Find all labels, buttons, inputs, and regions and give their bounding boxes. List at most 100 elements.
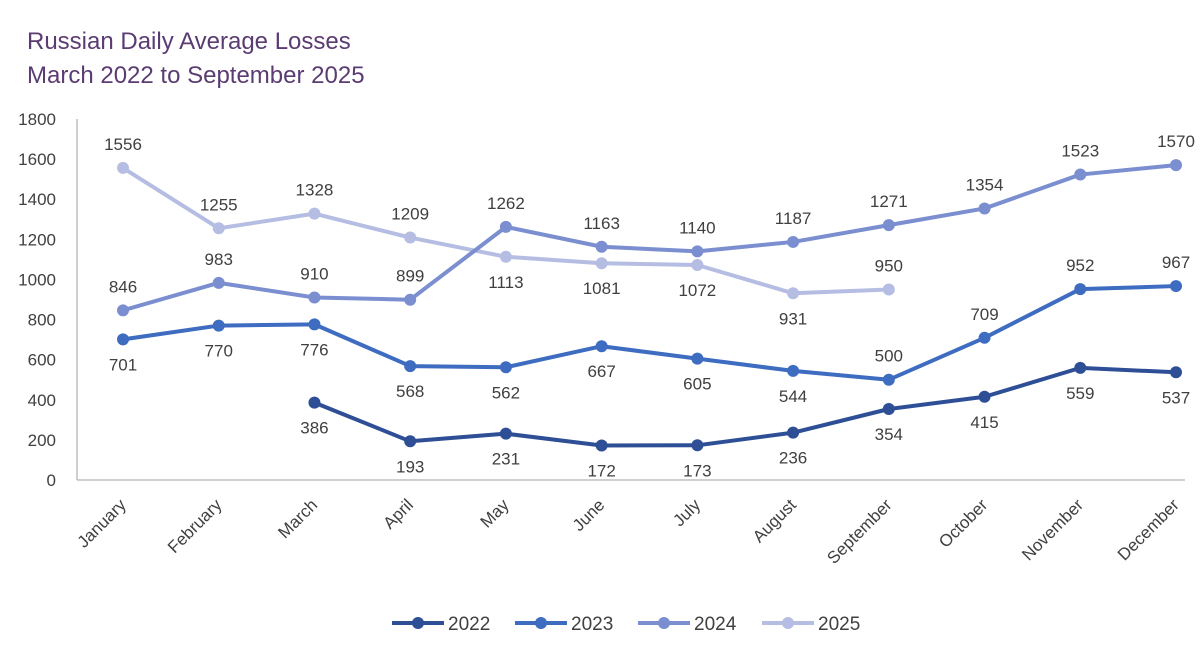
y-tick-label: 1000 <box>18 270 56 289</box>
data-point-2024 <box>404 293 417 306</box>
data-label-2025: 1072 <box>678 281 716 300</box>
data-point-2022 <box>787 426 800 439</box>
data-point-2025 <box>404 231 417 244</box>
data-label-2023: 667 <box>587 362 615 381</box>
chart-title: Russian Daily Average Losses <box>27 28 351 55</box>
data-label-2025: 1255 <box>200 195 238 214</box>
data-label-2024: 899 <box>396 267 424 286</box>
data-point-2024 <box>1170 159 1182 172</box>
data-point-2022 <box>404 435 417 448</box>
data-point-2024 <box>1074 168 1087 181</box>
data-label-2025: 1328 <box>296 181 334 200</box>
data-point-2023 <box>499 361 512 374</box>
data-label-2024: 983 <box>205 250 233 269</box>
data-label-2024: 1523 <box>1061 142 1099 161</box>
data-label-2023: 770 <box>205 342 233 361</box>
data-point-2023 <box>882 373 895 386</box>
data-point-2023 <box>212 319 225 332</box>
data-label-2022: 386 <box>300 419 328 438</box>
legend-label-2025: 2025 <box>818 614 860 635</box>
data-label-2022: 537 <box>1162 388 1190 407</box>
data-label-2023: 562 <box>492 383 520 402</box>
data-point-2023 <box>1170 280 1182 293</box>
x-tick-label: July <box>669 495 704 530</box>
data-label-2024: 1570 <box>1157 132 1195 151</box>
series-line-2023 <box>122 284 1177 382</box>
data-label-2022: 354 <box>875 425 903 444</box>
data-point-2022 <box>978 390 991 403</box>
y-tick-label: 800 <box>28 311 56 330</box>
data-label-2023: 967 <box>1162 253 1190 272</box>
x-tick-label: May <box>477 495 513 531</box>
data-point-2023 <box>595 340 608 353</box>
data-label-2023: 500 <box>875 347 903 366</box>
data-point-2024 <box>117 304 129 317</box>
y-tick-label: 1800 <box>18 110 56 129</box>
y-tick-label: 1600 <box>18 150 56 169</box>
legend-label-2022: 2022 <box>448 614 490 635</box>
x-tick-label: December <box>1114 495 1183 564</box>
legend-label-2024: 2024 <box>694 614 737 635</box>
data-point-2025 <box>212 222 225 235</box>
data-point-2025 <box>499 250 512 263</box>
data-label-2023: 701 <box>109 355 137 374</box>
x-tick-label: September <box>823 495 895 567</box>
data-label-2023: 709 <box>970 305 998 324</box>
data-point-2023 <box>117 333 129 346</box>
x-tick-label: June <box>569 495 609 535</box>
data-label-2022: 415 <box>970 413 998 432</box>
data-label-2024: 910 <box>300 264 328 283</box>
legend-marker-2023 <box>535 617 547 629</box>
data-label-2024: 1187 <box>775 209 812 228</box>
data-point-2022 <box>595 439 608 452</box>
data-point-2024 <box>595 240 608 253</box>
data-point-2023 <box>787 364 800 377</box>
series-line-2022 <box>313 365 1177 448</box>
data-label-2025: 1556 <box>104 135 142 154</box>
legend-marker-2025 <box>782 617 794 629</box>
chart-subtitle: March 2022 to September 2025 <box>27 62 365 89</box>
data-label-2023: 544 <box>779 387 807 406</box>
data-label-2023: 776 <box>300 340 328 359</box>
x-tick-label: October <box>935 495 991 551</box>
series-line-2024 <box>122 163 1177 313</box>
data-point-2025 <box>691 259 704 272</box>
data-point-2023 <box>978 331 991 344</box>
x-tick-label: January <box>74 495 131 552</box>
data-label-2023: 568 <box>396 382 424 401</box>
data-label-2024: 1140 <box>679 218 716 237</box>
data-point-2025 <box>787 287 800 300</box>
legend-marker-2024 <box>658 617 670 629</box>
legend-marker-2022 <box>412 617 424 629</box>
data-label-2022: 559 <box>1066 384 1094 403</box>
data-point-2025 <box>595 257 608 270</box>
data-point-2024 <box>978 202 991 215</box>
y-tick-label: 600 <box>28 351 56 370</box>
legend-label-2023: 2023 <box>571 614 613 635</box>
data-label-2024: 846 <box>109 277 137 296</box>
data-label-2022: 231 <box>492 450 520 469</box>
y-tick-label: 400 <box>28 391 56 410</box>
data-point-2025 <box>308 207 321 220</box>
data-label-2022: 172 <box>587 462 615 481</box>
data-label-2025: 950 <box>875 256 903 275</box>
data-point-2023 <box>404 360 417 373</box>
x-tick-label: August <box>749 495 800 546</box>
data-label-2025: 1081 <box>583 279 621 298</box>
data-label-2024: 1163 <box>583 214 620 233</box>
data-point-2025 <box>882 283 895 296</box>
x-tick-label: November <box>1018 495 1087 564</box>
data-label-2025: 1113 <box>488 273 523 292</box>
data-label-2025: 1209 <box>391 205 429 224</box>
data-label-2023: 952 <box>1066 256 1094 275</box>
data-point-2022 <box>1170 366 1182 379</box>
data-point-2022 <box>1074 361 1087 374</box>
data-label-2025: 931 <box>779 309 807 328</box>
data-point-2024 <box>882 219 895 232</box>
data-point-2023 <box>308 318 321 331</box>
data-label-2024: 1262 <box>487 194 525 213</box>
data-point-2022 <box>499 427 512 440</box>
data-label-2022: 236 <box>779 449 807 468</box>
